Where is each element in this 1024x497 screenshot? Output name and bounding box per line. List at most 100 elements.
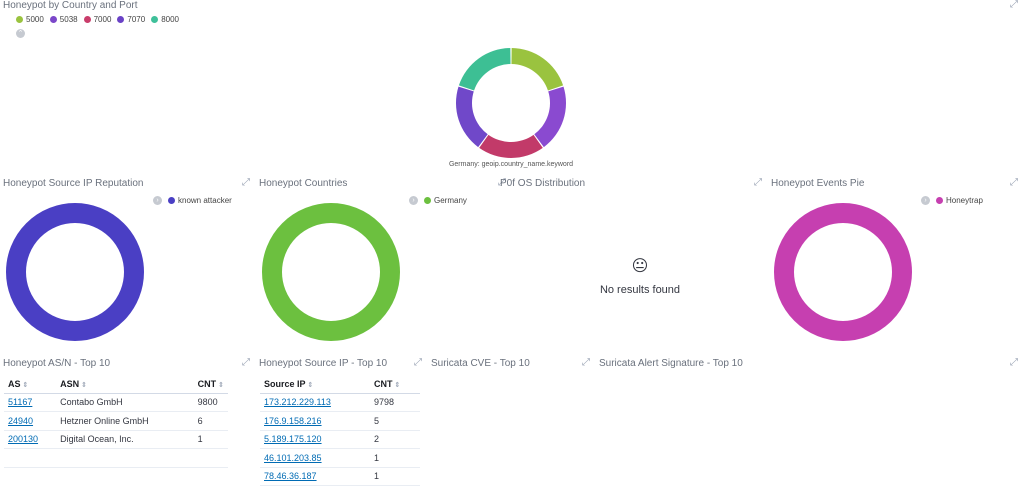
as-link[interactable]: 200130 xyxy=(8,434,39,445)
panel-title: Honeypot Events Pie xyxy=(771,178,865,189)
donut-slice-5000[interactable] xyxy=(511,48,564,91)
legend-dot xyxy=(49,16,57,23)
column-header-asn[interactable]: ASN ⇕ xyxy=(56,375,194,394)
header-label: Source IP xyxy=(264,378,306,389)
panel-title: Honeypot Source IP - Top 10 xyxy=(259,358,388,369)
legend-label: Honeytrap xyxy=(946,196,983,205)
expand-icon[interactable]: ⤢ xyxy=(1010,177,1018,188)
header-label: CNT xyxy=(374,378,393,389)
sort-icon[interactable]: ⇕ xyxy=(307,381,314,389)
legend: › Honeytrap xyxy=(921,196,983,205)
legend-item[interactable]: Germany xyxy=(424,196,467,205)
legend-item[interactable]: 5000 xyxy=(16,15,44,24)
legend-item[interactable]: 7070 xyxy=(117,15,145,24)
legend-item[interactable]: known attacker xyxy=(168,196,232,205)
panel-reputation: Honeypot Source IP Reputation ⤢ › known … xyxy=(0,178,256,353)
cnt-cell: 1 xyxy=(370,467,420,486)
donut-ring[interactable] xyxy=(262,203,400,341)
legend-label: 7070 xyxy=(127,15,146,24)
header-label: ASN xyxy=(60,378,80,389)
donut-ring[interactable] xyxy=(6,203,144,341)
expand-icon[interactable]: ⤢ xyxy=(414,357,422,368)
source-ip-link[interactable]: 46.101.203.85 xyxy=(264,452,322,463)
asn-cell: Digital Ocean, Inc. xyxy=(56,430,194,449)
legend-dot xyxy=(117,16,125,23)
panel-title: Honeypot Source IP Reputation xyxy=(3,178,144,189)
as-link[interactable]: 24940 xyxy=(8,415,34,426)
donut-slice-7000[interactable] xyxy=(479,134,543,159)
legend-item[interactable]: 5038 xyxy=(49,15,78,24)
expand-icon[interactable]: ⤢ xyxy=(1010,0,1018,10)
panel-source-ip: Honeypot Source IP - Top 10 ⤢ Source IP ⇕… xyxy=(256,358,428,497)
source-ip-link[interactable]: 78.46.36.187 xyxy=(264,471,317,482)
legend-dot xyxy=(151,16,159,23)
column-header-cnt[interactable]: CNT ⇕ xyxy=(370,375,420,394)
legend: › Germany xyxy=(409,196,467,205)
column-header-source-ip[interactable]: Source IP ⇕ xyxy=(260,375,370,394)
expand-icon[interactable]: ⤢ xyxy=(754,177,762,188)
legend-item[interactable]: 7000 xyxy=(83,15,112,24)
donut-slice-7070[interactable] xyxy=(456,86,488,148)
legend-dot xyxy=(936,197,943,204)
donut-ring[interactable] xyxy=(774,203,912,341)
legend-label: 8000 xyxy=(161,15,179,24)
panel-title: Honeypot AS/N - Top 10 xyxy=(3,358,111,369)
panel-title: Honeypot by Country and Port xyxy=(3,0,138,11)
legend: › known attacker xyxy=(153,196,232,205)
table-row xyxy=(4,448,228,468)
expand-icon[interactable]: ⤢ xyxy=(242,357,250,368)
legend-dot xyxy=(424,197,431,204)
expand-icon[interactable]: ⤢ xyxy=(582,357,590,368)
cnt-cell: 9798 xyxy=(370,393,420,412)
legend-item[interactable]: Honeytrap xyxy=(936,196,983,205)
column-header-as[interactable]: AS ⇕ xyxy=(4,375,57,394)
source-ip-link[interactable]: 5.189.175.120 xyxy=(264,434,322,445)
panel-title: Suricata CVE - Top 10 xyxy=(431,358,530,369)
donut-chart xyxy=(774,203,912,341)
sort-icon[interactable]: ⇕ xyxy=(218,381,224,389)
expand-icon[interactable]: ⤢ xyxy=(498,177,506,188)
legend-dot xyxy=(83,16,91,23)
donut-slice-8000[interactable] xyxy=(458,48,511,91)
cnt-cell: 9800 xyxy=(193,393,228,412)
column-header-cnt[interactable]: CNT ⇕ xyxy=(193,375,228,394)
chevron-up-icon[interactable]: ⌃ xyxy=(16,29,25,38)
chevron-right-icon[interactable]: › xyxy=(921,196,930,205)
expand-icon[interactable]: ⤢ xyxy=(1010,357,1018,368)
legend-label: 7000 xyxy=(93,15,112,24)
panel-title: Suricata Alert Signature - Top 10 xyxy=(599,358,743,369)
sort-icon[interactable]: ⇕ xyxy=(394,381,401,389)
panel-events: Honeypot Events Pie ⤢ › Honeytrap xyxy=(768,178,1024,353)
legend-label: known attacker xyxy=(178,196,232,205)
sort-icon[interactable]: ⇕ xyxy=(81,381,87,389)
table-header-row: AS ⇕ ASN ⇕ CNT ⇕ xyxy=(4,375,228,394)
panel-title: Honeypot Countries xyxy=(259,178,348,189)
panel-title: P0f OS Distribution xyxy=(500,178,586,189)
cnt-cell: 1 xyxy=(193,430,228,449)
sort-icon[interactable]: ⇕ xyxy=(22,381,29,389)
header-label: AS xyxy=(8,378,21,389)
table-header-row: Source IP ⇕ CNT ⇕ xyxy=(260,375,420,394)
legend-label: 5000 xyxy=(26,15,44,24)
source-ip-table: Source IP ⇕ CNT ⇕ 173.212.229.113 9798 176… xyxy=(260,375,420,486)
source-ip-link[interactable]: 176.9.158.216 xyxy=(264,415,322,426)
chevron-right-icon[interactable]: › xyxy=(409,196,418,205)
donut-slice-5038[interactable] xyxy=(534,86,566,148)
donut-chart xyxy=(262,203,400,341)
legend-item[interactable]: 8000 xyxy=(151,15,179,24)
cnt-cell: 2 xyxy=(370,430,420,449)
table-row: 78.46.36.187 1 xyxy=(260,467,420,486)
panel-suricata-cve: Suricata CVE - Top 10 ⤢ xyxy=(428,358,596,497)
panel-p0f: P0f OS Distribution ⤢ 😐 No results found xyxy=(500,177,768,353)
as-link[interactable]: 51167 xyxy=(8,397,33,408)
panel-country-port: Honeypot by Country and Port ⤢ 5000 5038 7… xyxy=(0,0,1024,175)
cnt-cell: 6 xyxy=(193,411,228,431)
expand-icon[interactable]: ⤢ xyxy=(242,177,250,188)
no-results: 😐 No results found xyxy=(512,258,768,296)
legend-dot xyxy=(168,197,175,204)
source-ip-link[interactable]: 173.212.229.113 xyxy=(264,397,331,408)
chart-caption: Germany: geoip.country_name.keyword xyxy=(448,161,574,168)
chevron-right-icon[interactable]: › xyxy=(153,196,162,205)
legend-label: Germany xyxy=(434,196,467,205)
table-row: 200130 Digital Ocean, Inc. 1 xyxy=(4,430,228,449)
